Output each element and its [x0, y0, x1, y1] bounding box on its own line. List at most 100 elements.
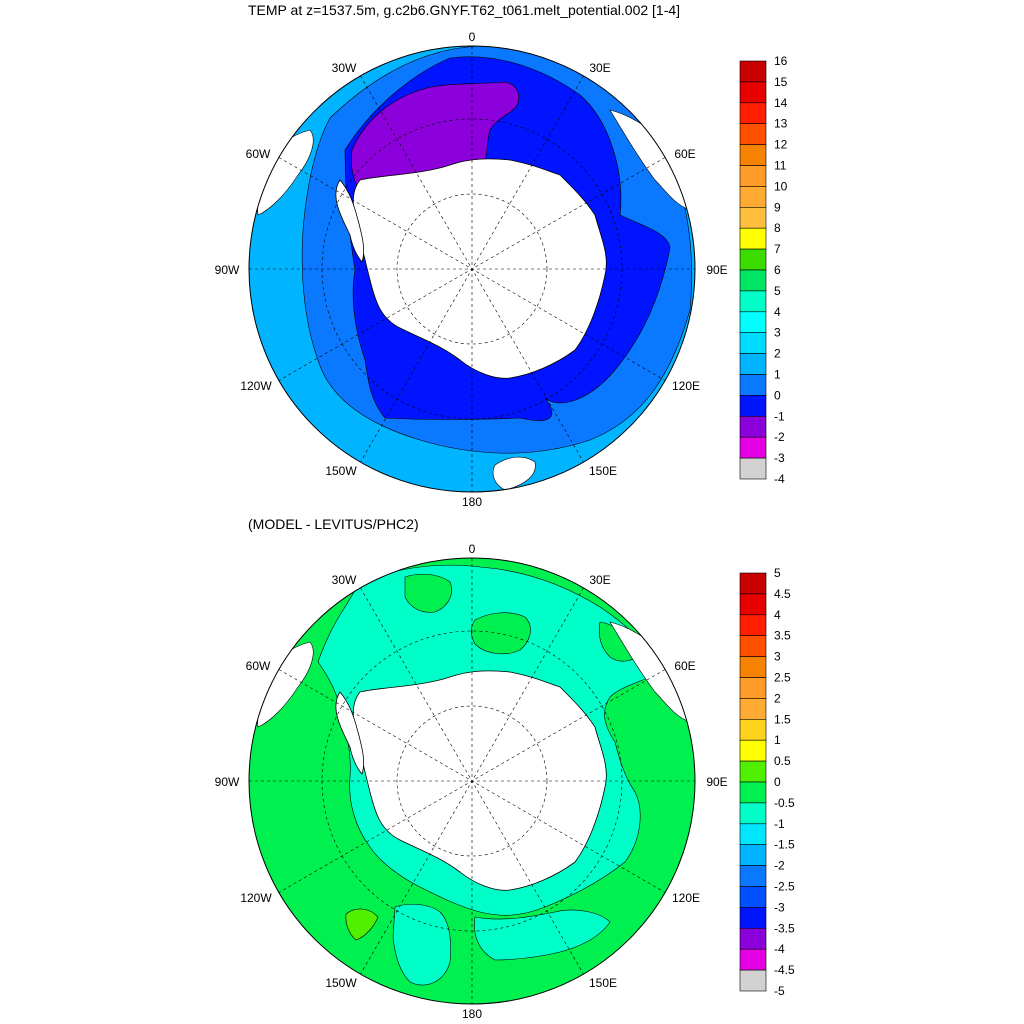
- colorbar-tick-label: 2.5: [774, 671, 791, 685]
- label-lon-30w: 30W: [332, 573, 357, 587]
- label-lon-90e: 90E: [706, 775, 727, 789]
- label-lon-60e: 60E: [674, 147, 695, 161]
- colorbar-swatch: [739, 186, 767, 208]
- label-lon-60w: 60W: [246, 659, 271, 673]
- colorbar-swatch: [739, 207, 767, 229]
- colorbar-swatch: [739, 102, 767, 125]
- colorbar-swatch: [739, 290, 767, 313]
- label-lon-120w: 120W: [240, 379, 272, 393]
- map-border: [248, 45, 696, 493]
- colorbar-tick-label: -4: [774, 472, 785, 486]
- new-zealand-land: [492, 456, 536, 491]
- colorbar-swatch: [739, 248, 767, 271]
- colorbar-tick-label: -1: [774, 409, 785, 423]
- colorbar-swatch: [739, 332, 767, 354]
- diff-band-minus0.5-0-southwest: [392, 903, 451, 986]
- colorbar-tick-label: 0: [774, 388, 781, 402]
- colorbar-swatch: [739, 865, 767, 887]
- antarctica-land: [352, 670, 607, 891]
- colorbar-tick-label: 0: [774, 775, 781, 789]
- colorbar-swatch: [739, 572, 767, 595]
- panel-title-temperature: TEMP at z=1537.5m, g.c2b6.GNYF.T62_t061.…: [248, 2, 681, 18]
- colorbar-tick-label: 6: [774, 263, 781, 277]
- antarctica-land: [352, 158, 607, 379]
- colorbar-tick-label: -0.5: [774, 796, 795, 810]
- colorbar-swatch: [739, 123, 767, 145]
- colorbar-swatch: [739, 969, 767, 992]
- colorbar-tick-label: -3: [774, 900, 785, 914]
- colorbar-tick-label: 9: [774, 200, 781, 214]
- colorbar-swatch: [739, 165, 767, 187]
- label-lon-90w: 90W: [215, 775, 240, 789]
- colorbar-tick-label: 12: [774, 138, 788, 152]
- colorbar-swatch: [739, 927, 767, 950]
- colorbar-tick-label: 4.5: [774, 587, 791, 601]
- colorbar-tick-label: 4: [774, 305, 781, 319]
- colorbar-swatch: [739, 415, 767, 438]
- label-lon-180: 180: [462, 1007, 482, 1021]
- colorbar-swatch: [739, 593, 767, 616]
- colorbar-tick-label: -4.5: [774, 963, 795, 977]
- colorbar-tick-label: 7: [774, 242, 781, 256]
- colorbar-swatch: [739, 436, 767, 459]
- label-lon-30w: 30W: [332, 61, 357, 75]
- diff-band-minus0.5-0-southeast: [474, 909, 611, 961]
- graticule: [249, 558, 695, 1004]
- colorbar-tick-label: 8: [774, 221, 781, 235]
- label-lon-0: 0: [469, 30, 476, 44]
- label-lon-180: 180: [462, 495, 482, 509]
- colorbar-tick-label: 1: [774, 368, 781, 382]
- colorbar-swatch: [739, 635, 767, 657]
- colorbar-swatch: [739, 781, 767, 804]
- diff-band-0-0.5-patch-2: [404, 573, 452, 613]
- label-lon-90w: 90W: [215, 263, 240, 277]
- label-lon-90e: 90E: [706, 263, 727, 277]
- colorbar-swatch: [739, 269, 767, 292]
- label-lon-120w: 120W: [240, 891, 272, 905]
- label-lon-0: 0: [469, 542, 476, 556]
- colorbar-swatch: [739, 353, 767, 375]
- colorbar-tick-label: 1: [774, 733, 781, 747]
- difference-map-panel: 0 90E 180 90W 30E 60E 120E 150E 30W 60W …: [215, 542, 795, 1021]
- colorbar-swatch: [739, 948, 767, 971]
- label-lon-150w: 150W: [325, 464, 357, 478]
- colorbar-swatch: [739, 719, 767, 741]
- colorbar-swatch: [739, 802, 767, 825]
- colorbar-tick-label: -1.5: [774, 838, 795, 852]
- colorbar-tick-label: 4: [774, 608, 781, 622]
- label-lon-120e: 120E: [672, 379, 700, 393]
- colorbar-tick-label: 16: [774, 54, 788, 68]
- colorbar-tick-label: -1: [774, 817, 785, 831]
- antarctic-peninsula: [335, 179, 365, 263]
- colorbar-tick-label: 15: [774, 75, 788, 89]
- temperature-map-panel: 0 90E 180 90W 30E 60E 120E 150E 30W 60W …: [215, 30, 788, 509]
- map-border: [248, 557, 696, 1005]
- colorbar-tick-label: -2.5: [774, 880, 795, 894]
- graticule: [249, 46, 695, 492]
- colorbar-tick-label: 3: [774, 650, 781, 664]
- colorbar-swatch: [739, 760, 767, 783]
- colorbar-swatch: [739, 60, 767, 83]
- colorbar-tick-label: 3: [774, 326, 781, 340]
- diff-band-0.5-1-patch: [345, 908, 379, 941]
- colorbar-tick-label: 13: [774, 117, 788, 131]
- colorbar-swatch: [739, 698, 767, 720]
- colorbar-swatch: [739, 457, 767, 480]
- colorbar-swatch: [739, 677, 767, 699]
- difference-map: [249, 558, 695, 1004]
- panel-title-difference: (MODEL - LEVITUS/PHC2): [248, 516, 419, 532]
- colorbar-tick-label: -3: [774, 451, 785, 465]
- colorbar-swatch: [739, 823, 767, 845]
- colorbar-tick-label: 11: [774, 159, 787, 173]
- label-lon-120e: 120E: [672, 891, 700, 905]
- colorbar-tick-label: -4: [774, 942, 785, 956]
- colorbar-swatch: [739, 886, 767, 908]
- colorbar-tick-label: 10: [774, 179, 788, 193]
- colorbar-tick-label: -5: [774, 984, 785, 998]
- difference-colorbar: 5 4.5 4 3.5 3 2.5 2 1.5 1 0.5 0 -0.5 -1 -1.5 -2 -2.5 -3 -…: [739, 566, 795, 998]
- colorbar-swatch: [739, 739, 767, 762]
- diff-band-0-0.5-patch-1: [470, 612, 531, 655]
- colorbar-tick-label: 2: [774, 347, 781, 361]
- colorbar-swatch: [739, 395, 767, 417]
